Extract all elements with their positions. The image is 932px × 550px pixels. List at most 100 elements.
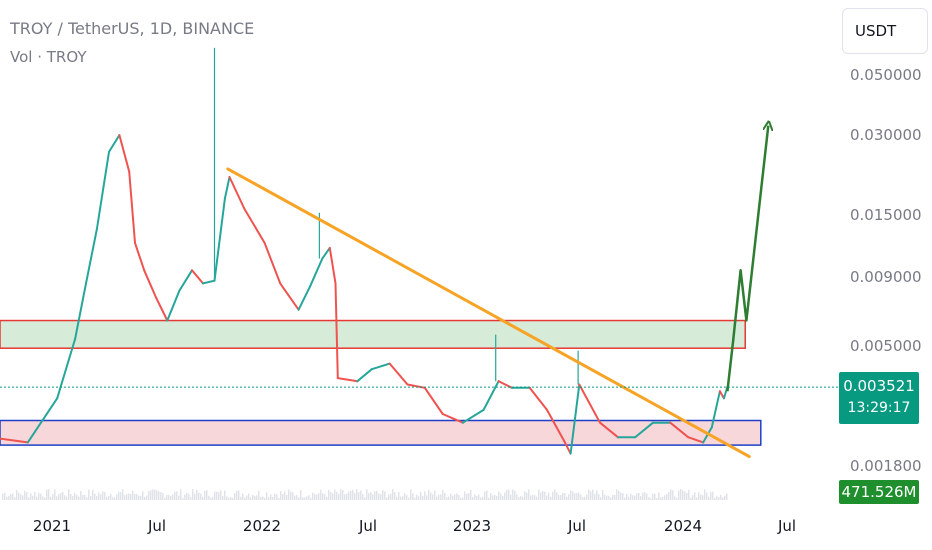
volume-bar (82, 494, 84, 500)
volume-bar (508, 489, 510, 500)
volume-bar (584, 496, 586, 500)
price-segment (213, 197, 226, 282)
volume-bar (528, 489, 530, 500)
volume-bar (438, 494, 440, 500)
volume-legend[interactable]: Vol · TROY (10, 48, 87, 66)
volume-bar (320, 489, 322, 500)
volume-bar (326, 496, 328, 500)
volume-bar (548, 492, 550, 500)
x-tick-label: 2021 (32, 517, 72, 535)
volume-bar (522, 496, 524, 500)
volume-bar (556, 492, 558, 500)
volume-bar (200, 493, 202, 500)
volume-bar (260, 496, 262, 500)
volume-bar (460, 497, 462, 500)
volume-bar (286, 494, 288, 500)
volume-bar (160, 492, 162, 500)
volume-bar (596, 490, 598, 500)
price-segment (228, 176, 246, 210)
volume-bar (130, 494, 132, 500)
volume-bar (14, 497, 16, 500)
volume-bar (408, 497, 410, 500)
volume-bar (448, 496, 450, 500)
volume-bar (590, 491, 592, 500)
volume-bar (182, 497, 184, 500)
volume-bar (92, 490, 94, 500)
volume-bar (560, 494, 562, 500)
volume-bar (384, 491, 386, 500)
volume-bar (606, 495, 608, 500)
volume-bar (330, 492, 332, 500)
volume-bar (516, 494, 518, 500)
volume-bar (518, 497, 520, 500)
volume-bar (146, 495, 148, 500)
volume-bar (118, 491, 120, 500)
last-price: 0.003521 (843, 377, 915, 395)
volume-bar (464, 491, 466, 500)
price-segment (687, 436, 705, 444)
volume-bar (98, 492, 100, 500)
volume-bar (56, 496, 58, 500)
volume-bar (184, 494, 186, 500)
volume-bar (534, 495, 536, 500)
volume-bar (692, 495, 694, 500)
symbol-title[interactable]: TROY / TetherUS, 1D, BINANCE (10, 19, 255, 38)
price-segment (85, 228, 98, 285)
price-segment (461, 408, 485, 424)
bar-countdown: 13:29:17 (847, 400, 911, 416)
volume-bar (562, 492, 564, 500)
volume-bar (42, 496, 44, 500)
volume-bar (626, 493, 628, 500)
volume-bar (566, 496, 568, 500)
x-tick-label: 2022 (242, 517, 282, 535)
x-tick-label: 2023 (452, 517, 492, 535)
currency-selector[interactable]: USDT (842, 8, 928, 54)
last-price-badge: 0.003521 13:29:17 (839, 372, 919, 424)
volume-bar (214, 491, 216, 500)
volume-bar (472, 497, 474, 500)
volume-bar (180, 489, 182, 500)
volume-bar (684, 491, 686, 500)
volume-bar (686, 492, 688, 500)
volume-bar (594, 493, 596, 500)
volume-bar (60, 493, 62, 500)
volume-bar (124, 495, 126, 500)
volume-bar (362, 494, 364, 500)
volume-bar (34, 491, 36, 500)
volume-bar (592, 489, 594, 500)
volume-bar (628, 496, 630, 500)
volume-bar (390, 493, 392, 500)
volume-bar (432, 494, 434, 500)
projection-arrow (726, 126, 768, 392)
volume-bar (474, 494, 476, 500)
volume-bar (224, 490, 226, 500)
volume-bar (68, 489, 70, 500)
price-segment (243, 208, 266, 244)
price-segment (710, 390, 721, 429)
volume-bar (514, 490, 516, 500)
volume-bar (652, 493, 654, 500)
volume-bar (620, 492, 622, 500)
volume-bar (488, 497, 490, 500)
volume-bar (554, 489, 556, 500)
volume-bar (704, 489, 706, 500)
volume-bar (94, 493, 96, 500)
volume-bar (120, 492, 122, 500)
volume-bar (54, 489, 56, 500)
volume-bar (106, 496, 108, 500)
volume-bar (76, 495, 78, 500)
volume-bar (398, 491, 400, 500)
volume-bar (258, 490, 260, 500)
volume-bar (454, 494, 456, 500)
price-segment (482, 380, 500, 411)
volume-bar (588, 489, 590, 500)
volume-bar (578, 492, 580, 500)
volume-bar (672, 490, 674, 500)
volume-bar (170, 496, 172, 500)
volume-bar (356, 489, 358, 500)
volume-bar (374, 491, 376, 500)
volume-bar (30, 493, 32, 500)
volume-bar (632, 495, 634, 500)
volume-bar (166, 495, 168, 500)
